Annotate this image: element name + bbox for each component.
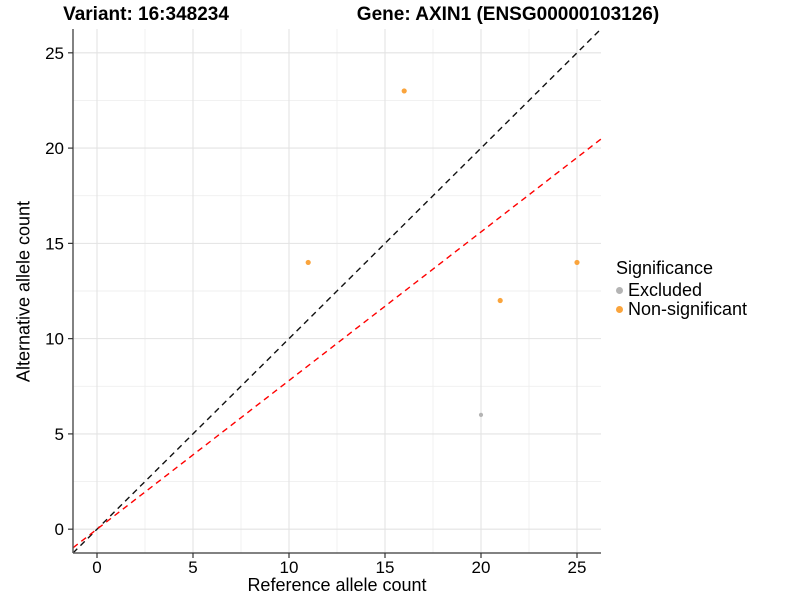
data-point-non-significant [401, 88, 407, 94]
legend-label-non-significant: Non-significant [628, 299, 748, 319]
x-axis-title: Reference allele count [247, 575, 427, 595]
legend: Significance Excluded Non-significant [616, 258, 747, 319]
x-tick-label: 25 [568, 558, 587, 577]
gene-title: Gene: AXIN1 (ENSG00000103126) [356, 4, 660, 25]
legend-label-excluded: Excluded [628, 280, 703, 300]
data-point-excluded [478, 412, 484, 417]
legend-item-excluded: Excluded [616, 280, 747, 300]
y-tick-label: 15 [45, 234, 64, 253]
excluded-key-dot-icon [616, 287, 623, 294]
x-tick-label: 5 [188, 558, 197, 577]
y-tick-label: 10 [45, 330, 64, 349]
x-tick-label: 15 [376, 558, 395, 577]
data-point-non-significant [305, 259, 311, 266]
x-tick-label: 20 [472, 558, 491, 577]
identity-reference-line [72, 28, 602, 554]
x-tick-label: 0 [92, 558, 101, 577]
y-axis-title: Alternative allele count [13, 200, 34, 383]
non-significant-key-dot-icon [616, 306, 623, 313]
y-tick-label: 5 [55, 425, 64, 444]
x-tick-label: 10 [280, 558, 299, 577]
legend-item-non-significant: Non-significant [616, 299, 748, 319]
y-tick-label: 0 [55, 520, 64, 539]
variant-title: Variant: 16:348234 [63, 4, 229, 25]
data-point-non-significant [574, 259, 580, 266]
data-point-non-significant [497, 297, 503, 304]
y-tick-label: 20 [45, 139, 64, 158]
legend-title: Significance [616, 258, 714, 278]
y-tick-label: 25 [45, 44, 64, 63]
